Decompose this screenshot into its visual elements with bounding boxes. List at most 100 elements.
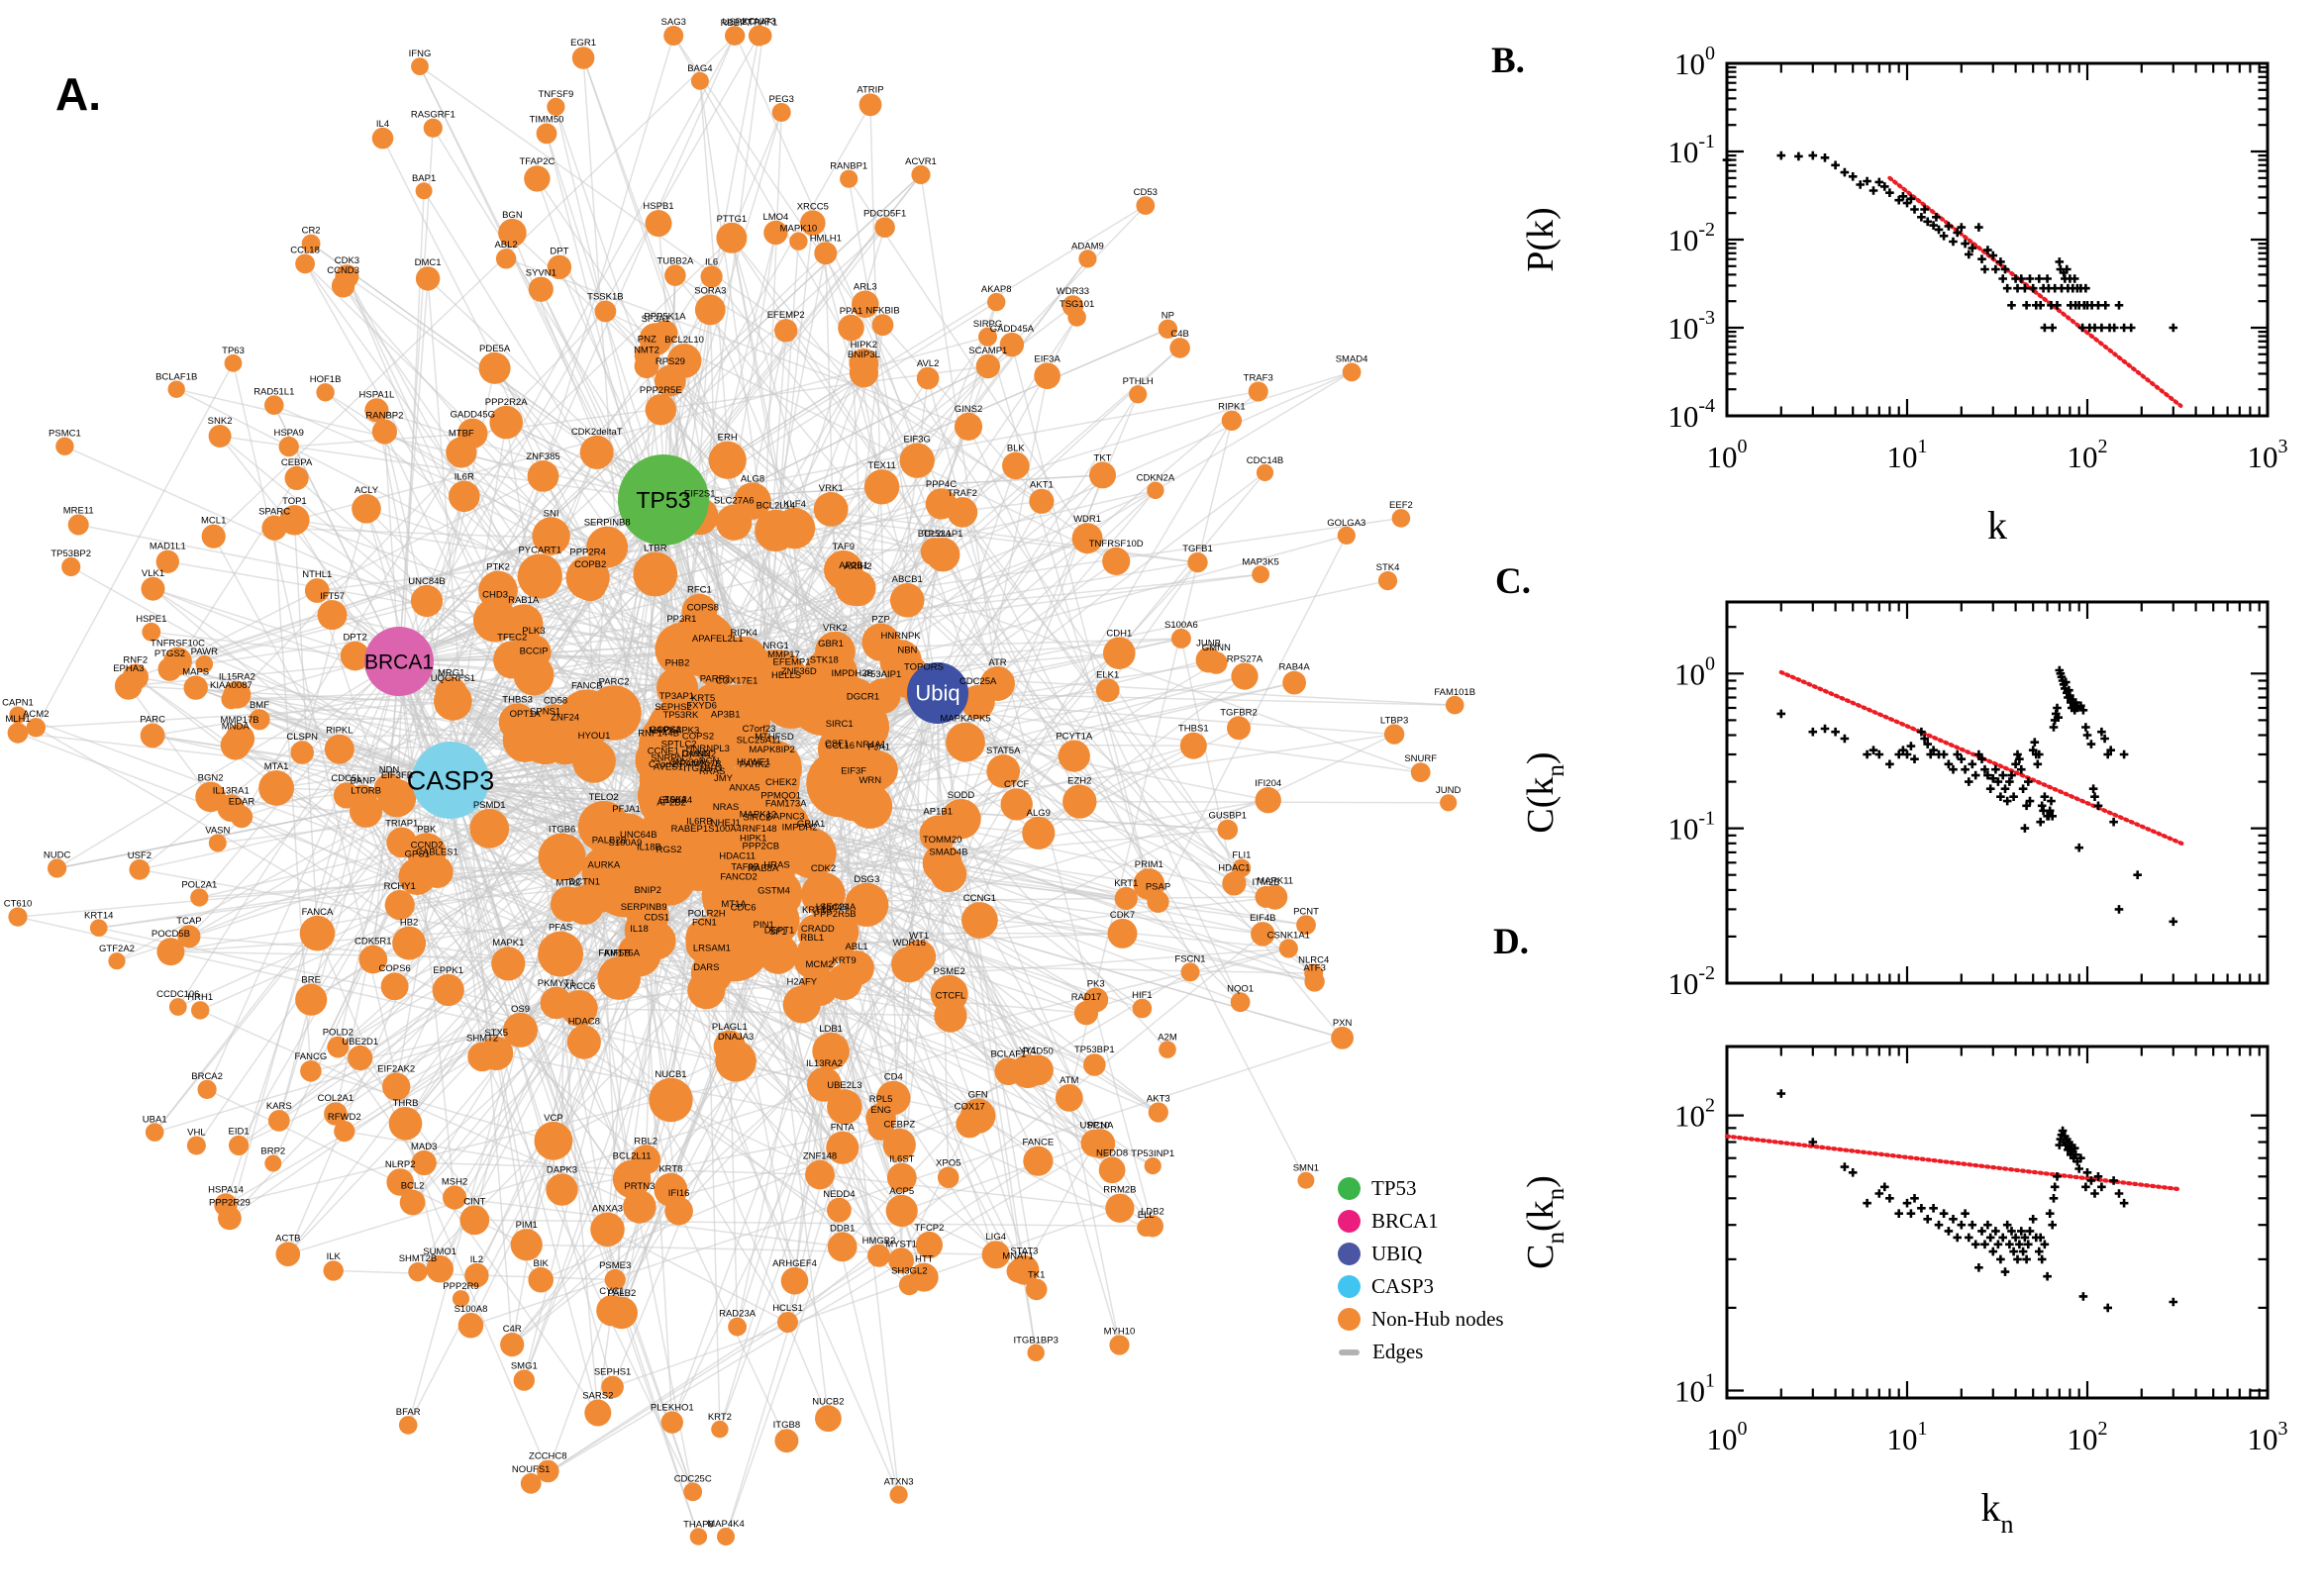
network-node [190,888,209,907]
network-node-label: ITM2B [1253,877,1280,888]
tick-label: 103 [2248,1418,2288,1456]
network-node [801,872,846,917]
network-node [435,676,467,710]
network-node-label: CD53 [1134,187,1158,198]
network-node-label: MMP17B [221,715,259,726]
network-node [1078,249,1097,268]
network-node [386,827,418,858]
network-node [1132,998,1153,1019]
network-node [838,314,864,342]
network-node [186,1136,206,1155]
network-node [278,436,299,457]
network-node-label: THRB [393,1098,419,1109]
network-node [1282,670,1306,695]
network-node-label: TP53BP1 [1074,1045,1115,1055]
network-node-label: ATXN3 [884,1477,914,1488]
network-node [478,351,511,384]
network-node [1169,338,1190,358]
network-node [1095,678,1120,703]
network-node [1098,1156,1126,1184]
network-node [503,1012,538,1047]
network-node-label: RBL1 [800,933,824,944]
network-node [493,641,532,679]
network-node-label: PPP5K1A [644,311,686,322]
tick-label: 101 [1887,436,1928,474]
network-node-label: SNRPN [651,753,683,764]
network-node [388,1107,423,1141]
network-node-label: CDC5L [331,773,361,784]
network-node-label: BIK [534,1258,550,1269]
network-node [229,1135,250,1155]
network-node-label: SPNS1 [530,707,560,718]
network-node-label: CDK7 [1110,910,1135,921]
network-node-label: UBE2L3 [827,1080,861,1091]
network-node [827,1232,858,1262]
network-node-label: FCN1 [692,917,717,928]
network-node [472,598,518,643]
network-node [586,685,642,741]
network-node-label: UBA1 [143,1114,167,1125]
tick-label: 100 [1707,436,1748,474]
legend-node-swatch [1338,1243,1361,1265]
network-node [491,947,526,981]
hub-label-brca1: BRCA1 [364,650,434,673]
hub-node-casp3 [412,742,489,819]
network-node [316,383,335,402]
network-node [652,320,678,347]
network-node [594,300,617,323]
network-node [634,343,659,368]
network-node [656,666,699,709]
network-node-label: XRCC6 [563,981,595,992]
network-node [449,480,480,513]
network-node-label: P53AIP1 [864,669,902,680]
network-node-label: TNFRSF10D [1089,539,1144,549]
network-node-label: PALB2B [592,836,627,847]
network-node-label: MTA1 [264,761,289,772]
network-node-label: CCDC106 [156,989,199,1000]
network-node-label: TP63 [222,346,245,356]
network-node [464,1262,489,1288]
network-node [155,549,179,573]
network-node-label: NUCB2 [812,1396,844,1407]
network-node-label: PPP2R9 [443,1281,478,1292]
legend-label: BRCA1 [1371,1209,1439,1233]
network-node [224,353,243,372]
log-log-charts: 100 101 102 103 100 10-1 10-2 10-3 10-4 P(k) k 100 1… [1520,43,2288,1539]
network-node [565,555,610,600]
network-node-label: STK18 [810,655,839,666]
network-node-label: MAPS [182,666,209,677]
network-node [547,254,572,279]
network-node [1187,551,1208,573]
network-node [527,460,559,492]
network-node-label: IMPDH2 [782,823,818,834]
network-node-label: PHB2 [665,658,690,669]
network-node [1227,716,1251,741]
network-node-label: KRT5 [691,693,715,704]
network-node-label: BCL2L1 [918,529,952,540]
network-node-label: NHEJ1 [711,818,741,829]
network-node-label: HNRNPK [881,631,922,642]
network-node [899,443,935,478]
network-node-label: PFJA1 [612,804,641,815]
network-node [141,576,165,601]
network-node-label: BLK [1007,444,1026,454]
network-node-label: RBL2 [634,1137,657,1147]
network-node-label: AVES1 [654,762,683,773]
network-node [889,1485,908,1504]
network-node-label: MAPK11 [1257,876,1293,887]
network-node-label: KRT18 [802,905,831,916]
network-node-label: FAM173A [765,799,807,810]
network-node-label: BRCA2 [191,1071,223,1082]
network-node [755,509,797,552]
network-node [1147,890,1169,913]
network-node [1256,463,1274,481]
network-node [777,1312,798,1333]
tick-label: 10-2 [1667,219,1715,257]
network-node-label: KIAA0087 [210,680,252,691]
network-node-label: FANCD2 [720,872,757,883]
network-node [566,1025,601,1059]
network-node-label: NLRC4 [1298,955,1329,966]
network-node [1083,987,1109,1013]
network-node-label: MRG1 [438,668,464,679]
network-node [546,1173,578,1206]
